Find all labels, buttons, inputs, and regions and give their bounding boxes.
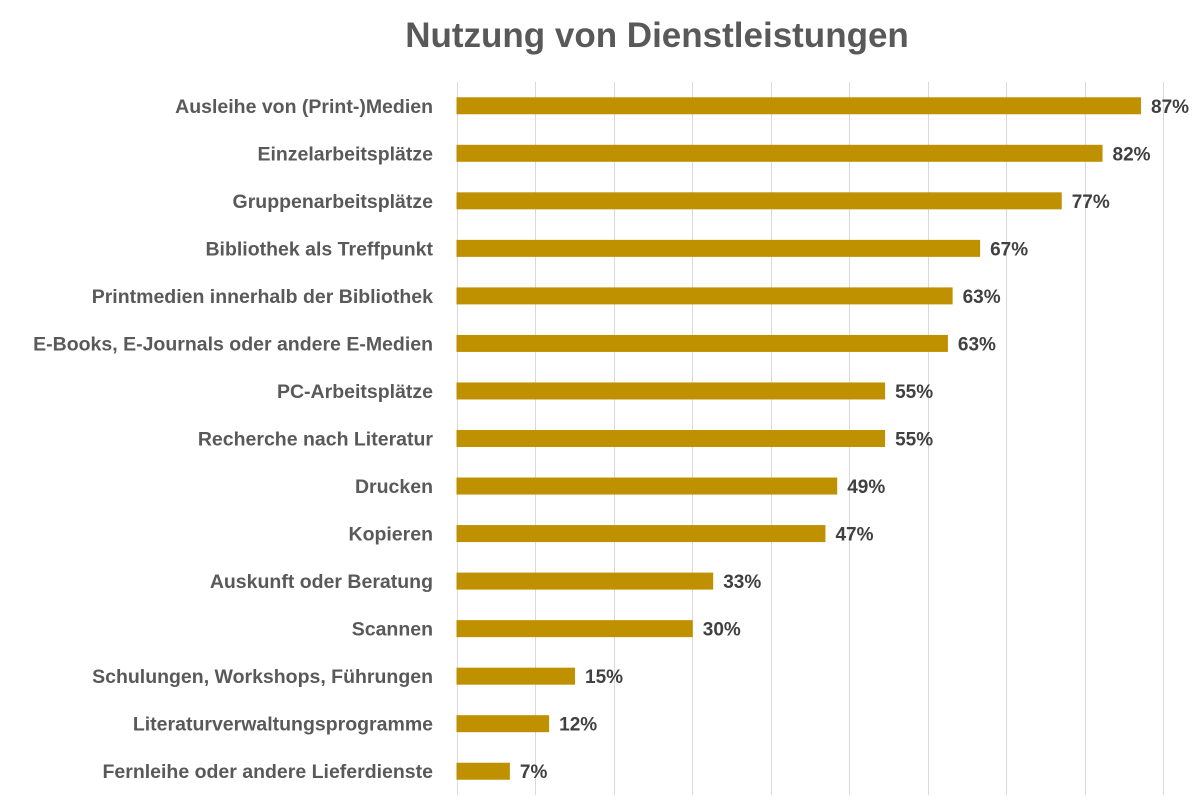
data-label: 33% — [723, 572, 761, 593]
category-label: PC-Arbeitsplätze — [277, 381, 433, 403]
category-label: Einzelarbeitsplätze — [257, 143, 433, 165]
category-label: Literaturverwaltungsprogramme — [133, 714, 433, 736]
bars — [456, 97, 1142, 780]
data-label: 49% — [847, 477, 885, 498]
category-label: Gruppenarbeitsplätze — [233, 191, 434, 213]
bar — [456, 430, 886, 447]
data-label: 47% — [835, 525, 873, 546]
bar — [456, 477, 838, 495]
bar — [456, 287, 953, 305]
data-label: 55% — [895, 430, 933, 451]
data-label: 15% — [585, 667, 623, 688]
bar — [456, 239, 981, 257]
bar — [456, 715, 550, 733]
category-label: Drucken — [355, 476, 433, 498]
data-label: 63% — [963, 287, 1001, 308]
category-label: Ausleihe von (Print-)Medien — [175, 96, 433, 118]
bar — [456, 192, 1062, 210]
bar — [456, 97, 1142, 115]
category-label: Scannen — [352, 619, 433, 641]
data-label: 55% — [895, 382, 933, 403]
category-label: Recherche nach Literatur — [198, 429, 434, 451]
data-label: 12% — [559, 715, 597, 736]
category-label: Auskunft oder Beratung — [210, 571, 433, 593]
data-label: 7% — [520, 762, 548, 783]
bar — [456, 525, 826, 543]
data-label: 77% — [1072, 192, 1110, 213]
bar — [456, 667, 576, 685]
data-label: 67% — [990, 239, 1028, 260]
category-labels: Ausleihe von (Print-)Medien Einzelarbeits… — [33, 96, 433, 783]
data-labels: 87% 82% 77% 67% 63% 63% 55% 55% 49% 47% 33% 30% 15% 1… — [520, 97, 1189, 783]
category-label: Bibliothek als Treffpunkt — [205, 238, 433, 260]
bar — [456, 382, 886, 400]
bar — [456, 620, 693, 638]
bar — [456, 144, 1103, 162]
bar — [456, 762, 510, 780]
chart-title: Nutzung von Dienstleistungen — [405, 16, 909, 55]
category-label: Kopieren — [348, 524, 433, 546]
data-label: 87% — [1151, 97, 1189, 118]
category-label: Fernleihe oder andere Lieferdienste — [102, 761, 433, 783]
data-label: 63% — [958, 334, 996, 355]
bar — [456, 334, 948, 352]
bar — [456, 572, 714, 590]
category-label: E-Books, E-Journals oder andere E-Medien — [33, 333, 433, 355]
data-label: 30% — [703, 620, 741, 641]
data-label: 82% — [1113, 144, 1151, 165]
category-label: Schulungen, Workshops, Führungen — [92, 666, 433, 688]
category-label: Printmedien innerhalb der Bibliothek — [92, 286, 433, 308]
